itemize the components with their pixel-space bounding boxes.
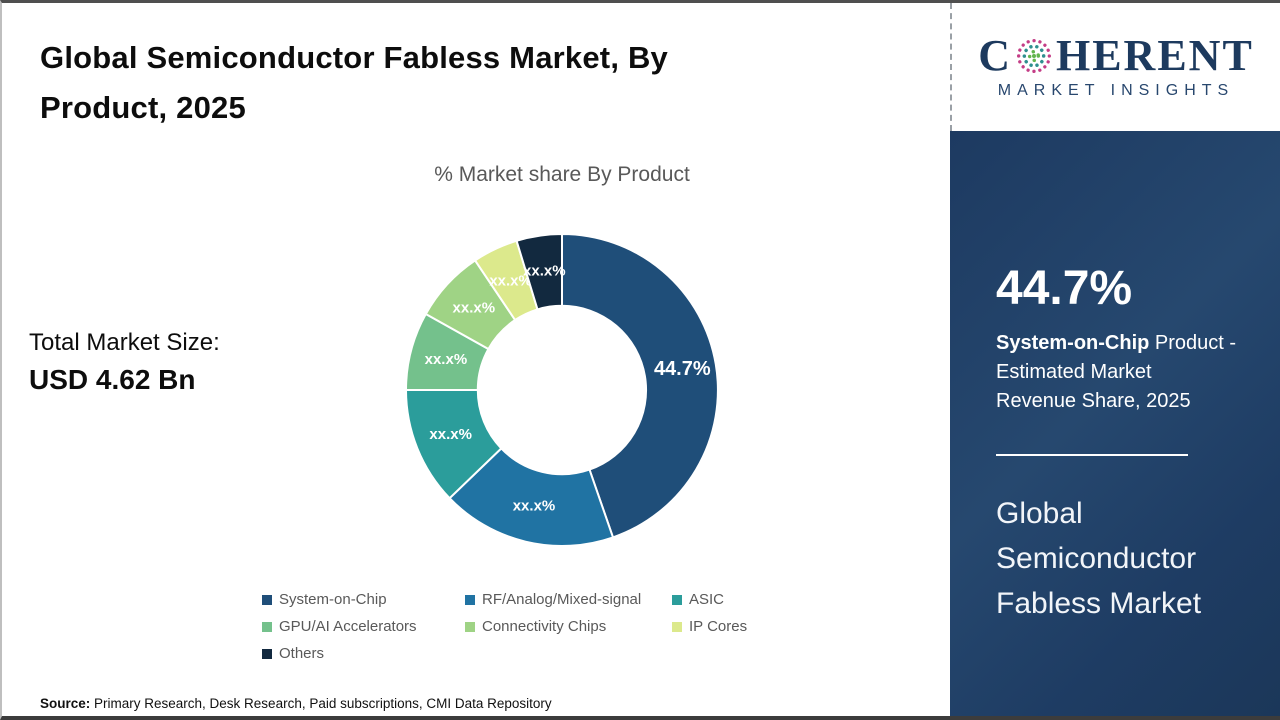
total-market-value: USD 4.62 Bn (29, 364, 196, 395)
legend-item: Others (262, 645, 465, 662)
legend-label: GPU/AI Accelerators (279, 618, 417, 635)
legend-label: Connectivity Chips (482, 618, 607, 635)
brand-logo: C HERENT (978, 34, 1254, 78)
donut-segment-label: xx.x% (429, 426, 472, 443)
stat-desc-line3: Revenue Share, 2025 (996, 390, 1191, 412)
brand-logo-card: C HERENT MARKET INSIGHTS (950, 3, 1280, 131)
source-label: Source: (40, 696, 91, 711)
stat-description: System-on-Chip Product - Estimated Marke… (996, 329, 1241, 416)
brand-logo-subtitle: MARKET INSIGHTS (997, 82, 1235, 99)
donut-segment-label: xx.x% (425, 351, 468, 368)
globe-icon (1016, 39, 1051, 73)
donut-segment-system-on-chip (561, 232, 719, 539)
stat-desc-line2: Estimated Market (996, 361, 1152, 383)
legend-label: ASIC (689, 591, 725, 608)
legend-swatch (465, 621, 475, 632)
legend-item: Connectivity Chips (465, 618, 672, 635)
legend-swatch (262, 594, 272, 605)
legend-label: RF/Analog/Mixed-signal (482, 591, 642, 608)
legend-label: Others (279, 645, 325, 662)
donut-segment-label: xx.x% (489, 273, 532, 290)
source-line: Source: Primary Research, Desk Research,… (40, 696, 552, 711)
stat-desc-bold: System-on-Chip (996, 332, 1150, 354)
legend-swatch (672, 621, 682, 632)
logo-text-start: C (978, 31, 1012, 80)
legend-item: GPU/AI Accelerators (262, 618, 465, 635)
highlight-panel: 44.7% System-on-Chip Product - Estimated… (950, 131, 1280, 716)
donut-segment-label: 44.7% (654, 358, 711, 380)
legend-label: System-on-Chip (279, 591, 387, 608)
donut-segment-others (515, 232, 563, 311)
page-title: Global Semiconductor Fabless Market, By … (40, 40, 668, 126)
stat-desc-line1: Product - (1149, 332, 1237, 354)
chart-title: % Market share By Product (434, 163, 690, 186)
legend-item: RF/Analog/Mixed-signal (465, 591, 672, 608)
source-text: Primary Research, Desk Research, Paid su… (90, 696, 552, 711)
total-market-size: Total Market Size: USD 4.62 Bn (29, 329, 220, 396)
legend-item: System-on-Chip (262, 591, 465, 608)
legend-label: IP Cores (689, 618, 748, 635)
legend-swatch (465, 594, 475, 605)
donut-chart-container: 44.7% xx.x% xx.x% xx.x% xx.x% xx.x% xx.x% (404, 232, 719, 547)
panel-divider (996, 454, 1188, 456)
legend-item: ASIC (672, 591, 872, 608)
stat-value: 44.7% (996, 262, 1133, 315)
total-market-label: Total Market Size: (29, 329, 220, 356)
legend-item: IP Cores (672, 618, 872, 635)
legend-swatch (262, 648, 272, 659)
donut-segment-label: xx.x% (523, 262, 566, 279)
donut-segment-label: xx.x% (513, 498, 556, 515)
logo-text-end: HERENT (1055, 31, 1254, 80)
donut-chart: 44.7%xx.x%xx.x%xx.x%xx.x%xx.x%xx.x% (404, 232, 719, 547)
market-name: Global Semiconductor Fabless Market (996, 497, 1202, 620)
chart-legend: System-on-Chip RF/Analog/Mixed-signal ASIC… (262, 591, 872, 662)
legend-swatch (672, 594, 682, 605)
legend-swatch (262, 621, 272, 632)
donut-segment-label: xx.x% (453, 300, 496, 317)
donut-segment-rf-analog-mixed-signal (448, 446, 615, 547)
